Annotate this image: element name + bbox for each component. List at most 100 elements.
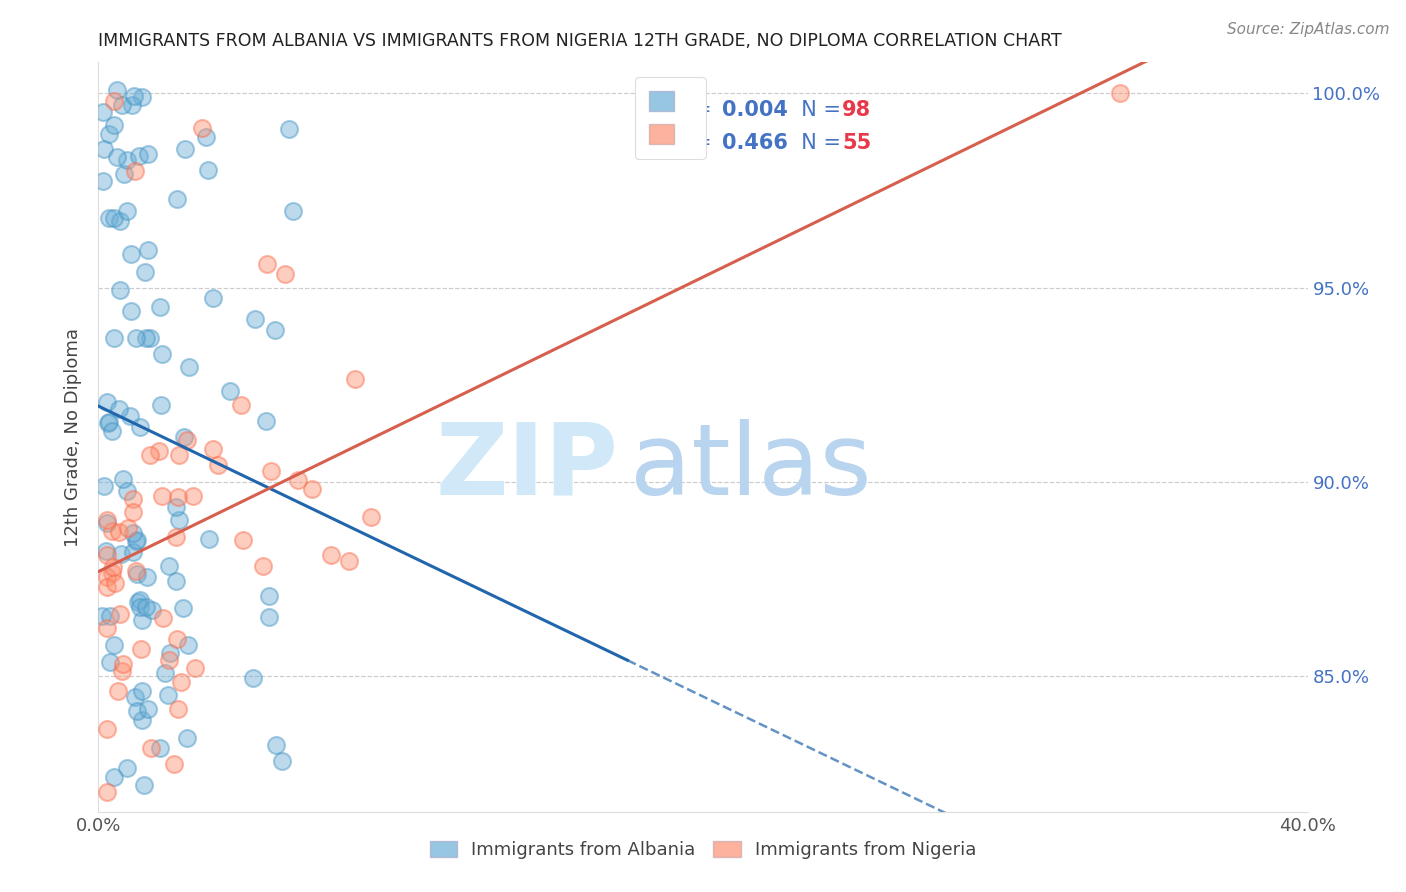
Point	[96, 395, 118, 409]
Point	[131, 683, 153, 698]
Point	[129, 642, 152, 657]
Point	[96, 513, 118, 527]
Point	[136, 702, 159, 716]
Point	[97, 415, 120, 429]
Point	[152, 610, 174, 624]
Point	[360, 509, 382, 524]
Point	[191, 121, 214, 136]
Point	[103, 211, 125, 225]
Point	[177, 359, 200, 374]
Point	[96, 785, 118, 799]
Point	[167, 513, 190, 527]
Point	[98, 211, 121, 225]
Point	[301, 482, 323, 496]
Point	[108, 607, 131, 621]
Point	[122, 88, 145, 103]
Point	[219, 384, 242, 399]
Point	[97, 417, 120, 431]
Point	[115, 483, 138, 498]
Point	[94, 543, 117, 558]
Point	[172, 601, 194, 615]
Point	[184, 661, 207, 675]
Point	[107, 683, 129, 698]
Point	[149, 740, 172, 755]
Point	[105, 150, 128, 164]
Point	[1109, 87, 1132, 101]
Y-axis label: 12th Grade, No Diploma: 12th Grade, No Diploma	[65, 327, 83, 547]
Point	[131, 90, 153, 104]
Point	[170, 675, 193, 690]
Point	[181, 489, 204, 503]
Point	[135, 599, 157, 614]
Point	[278, 122, 301, 136]
Text: N =: N =	[787, 133, 848, 153]
Point	[122, 525, 145, 540]
Point	[122, 491, 145, 506]
Point	[173, 429, 195, 443]
Point	[108, 401, 131, 416]
Text: N =: N =	[787, 100, 848, 120]
Point	[159, 646, 181, 660]
Point	[169, 448, 191, 462]
Point	[232, 533, 254, 547]
Point	[273, 267, 295, 281]
Point	[98, 609, 121, 624]
Point	[281, 204, 304, 219]
Point	[139, 331, 162, 345]
Point	[231, 398, 253, 412]
Point	[103, 770, 125, 784]
Text: R =: R =	[672, 100, 718, 120]
Point	[96, 621, 118, 635]
Point	[337, 554, 360, 568]
Point	[141, 740, 163, 755]
Point	[124, 164, 146, 178]
Point	[135, 330, 157, 344]
Point	[112, 167, 135, 181]
Point	[127, 594, 149, 608]
Point	[122, 505, 145, 519]
Point	[108, 283, 131, 297]
Point	[153, 666, 176, 681]
Point	[128, 420, 150, 434]
Point	[96, 722, 118, 736]
Text: 0.004: 0.004	[723, 100, 789, 120]
Point	[120, 246, 142, 260]
Point	[104, 576, 127, 591]
Point	[257, 610, 280, 624]
Point	[111, 664, 134, 678]
Point	[112, 657, 135, 671]
Point	[167, 702, 190, 716]
Point	[177, 638, 200, 652]
Legend: Immigrants from Albania, Immigrants from Nigeria: Immigrants from Albania, Immigrants from…	[422, 834, 984, 866]
Point	[149, 301, 172, 315]
Point	[207, 458, 229, 472]
Text: Source: ZipAtlas.com: Source: ZipAtlas.com	[1226, 22, 1389, 37]
Point	[101, 424, 124, 438]
Point	[165, 500, 187, 515]
Point	[157, 688, 180, 702]
Point	[150, 347, 173, 361]
Point	[125, 566, 148, 581]
Point	[131, 713, 153, 727]
Point	[165, 530, 187, 544]
Text: 98: 98	[842, 100, 872, 120]
Point	[132, 778, 155, 792]
Point	[163, 757, 186, 772]
Point	[100, 655, 122, 669]
Point	[105, 82, 128, 96]
Point	[100, 524, 122, 538]
Text: atlas: atlas	[630, 418, 872, 516]
Point	[194, 130, 217, 145]
Point	[157, 653, 180, 667]
Point	[96, 516, 118, 530]
Text: R =: R =	[672, 133, 718, 153]
Point	[103, 638, 125, 652]
Text: IMMIGRANTS FROM ALBANIA VS IMMIGRANTS FROM NIGERIA 12TH GRADE, NO DIPLOMA CORREL: IMMIGRANTS FROM ALBANIA VS IMMIGRANTS FR…	[98, 32, 1062, 50]
Point	[125, 564, 148, 578]
Point	[136, 570, 159, 584]
Point	[125, 331, 148, 345]
Point	[121, 98, 143, 112]
Point	[166, 192, 188, 206]
Point	[131, 613, 153, 627]
Point	[264, 738, 287, 752]
